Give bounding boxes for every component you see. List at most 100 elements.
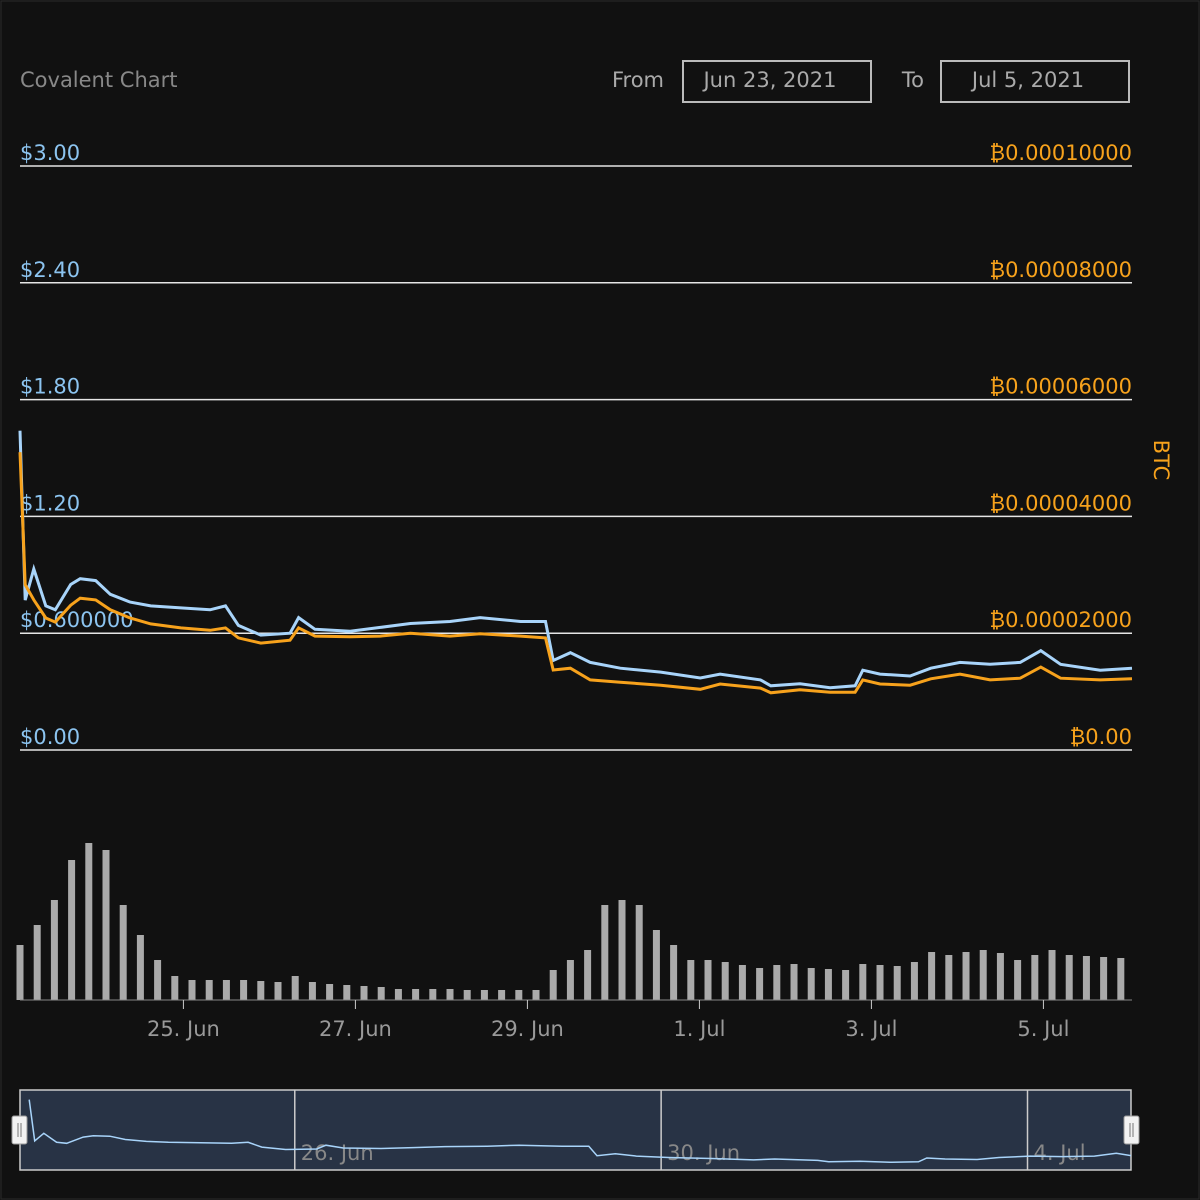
x-tick-label: 5. Jul bbox=[1017, 1017, 1069, 1041]
y2-tick-label: ₿0.00002000 bbox=[990, 608, 1132, 632]
navigator-line bbox=[28, 1099, 1131, 1164]
volume-bar bbox=[498, 990, 506, 1000]
y-tick-label: $3.00 bbox=[20, 141, 80, 165]
volume-bar bbox=[566, 960, 574, 1000]
y-tick-label: $0.00 bbox=[20, 725, 80, 749]
volume-bar bbox=[240, 980, 248, 1000]
volume-bar bbox=[876, 965, 884, 1000]
volume-bar bbox=[790, 964, 798, 1000]
y2-tick-label: ₿0.00 bbox=[1070, 725, 1132, 749]
volume-bar bbox=[1082, 956, 1090, 1000]
x-tick-label: 3. Jul bbox=[845, 1017, 897, 1041]
to-date[interactable]: Jul 5, 2021 bbox=[970, 68, 1084, 92]
volume-bar bbox=[360, 986, 368, 1000]
volume-bar bbox=[618, 900, 626, 1000]
volume-bar bbox=[549, 970, 557, 1000]
from-date[interactable]: Jun 23, 2021 bbox=[701, 68, 836, 92]
volume-bar bbox=[962, 952, 970, 1000]
volume-bar bbox=[1065, 955, 1073, 1000]
volume-bar bbox=[463, 990, 471, 1000]
volume-bar bbox=[343, 985, 351, 1000]
input-box[interactable] bbox=[940, 60, 1130, 103]
volume-bar bbox=[33, 925, 41, 1000]
x-tick-label: 27. Jun bbox=[319, 1017, 392, 1041]
volume-bar bbox=[704, 960, 712, 1000]
y-tick-label: $1.20 bbox=[20, 491, 80, 515]
volume-bar bbox=[188, 980, 196, 1000]
volume-bar bbox=[274, 982, 282, 1000]
volume-bar bbox=[136, 935, 144, 1000]
y2-tick-label: ₿0.00010000 bbox=[990, 141, 1132, 165]
volume-bar bbox=[394, 989, 402, 1000]
volume-bar bbox=[773, 965, 781, 1000]
volume-bar bbox=[1031, 955, 1039, 1000]
line-series bbox=[18, 452, 1133, 695]
y2-tick-label: ₿0.00006000 bbox=[990, 375, 1132, 399]
volume-bar bbox=[291, 976, 299, 1000]
navigator-tick-label: 4. Jul bbox=[1034, 1141, 1086, 1165]
volume-bar bbox=[807, 968, 815, 1000]
chart-title: Covalent Chart bbox=[20, 68, 178, 92]
y2-tick-label: ₿0.00008000 bbox=[990, 258, 1132, 282]
handle-body[interactable] bbox=[1123, 1115, 1140, 1145]
navigator-content: 26. Jun 30. Jun 4. Jul bbox=[28, 1090, 1131, 1170]
volume-bar bbox=[377, 987, 385, 1000]
volume-bar bbox=[859, 964, 867, 1000]
volume-bar bbox=[480, 990, 488, 1000]
volume-bar bbox=[635, 905, 643, 1000]
volume-bar bbox=[979, 950, 987, 1000]
volume-bar bbox=[515, 990, 523, 1000]
x-tick-label: 25. Jun bbox=[147, 1017, 220, 1041]
volume-bar bbox=[326, 984, 334, 1000]
volume-bar bbox=[119, 905, 127, 1000]
y-tick-label: $2.40 bbox=[20, 258, 80, 282]
volume-bar bbox=[893, 966, 901, 1000]
volume-bar bbox=[222, 980, 230, 1000]
volume-bar bbox=[584, 950, 592, 1000]
volume-bar bbox=[910, 962, 918, 1000]
y2-tick-label: ₿0.00004000 bbox=[990, 491, 1132, 515]
volume-bar bbox=[1117, 958, 1125, 1000]
navigator[interactable] bbox=[19, 1089, 1132, 1171]
volume-bar bbox=[171, 976, 179, 1000]
volume-bar bbox=[446, 989, 454, 1000]
navigator-handle[interactable] bbox=[11, 1115, 28, 1145]
volume-bar bbox=[85, 843, 93, 1000]
from-label: From bbox=[612, 68, 664, 92]
x-tick-label: 1. Jul bbox=[673, 1017, 725, 1041]
volume-bar bbox=[429, 989, 437, 1000]
volume-bar bbox=[756, 968, 764, 1000]
volume-bar bbox=[670, 945, 678, 1000]
volume-bar bbox=[687, 960, 695, 1000]
volume-bar bbox=[842, 970, 850, 1000]
volume-bar bbox=[308, 982, 316, 1000]
volume-bar bbox=[721, 962, 729, 1000]
navigator-tick-label: 30. Jun bbox=[667, 1141, 740, 1165]
volume-bar bbox=[1100, 957, 1108, 1000]
from-input[interactable]: Jun 23, 2021 bbox=[682, 60, 872, 103]
handle-body[interactable] bbox=[11, 1115, 28, 1145]
volume-bar bbox=[1048, 950, 1056, 1000]
to-input[interactable]: Jul 5, 2021 bbox=[940, 60, 1130, 103]
volume-bar bbox=[945, 955, 953, 1000]
x-tick-label: 29. Jun bbox=[491, 1017, 564, 1041]
line-series bbox=[18, 430, 1133, 690]
y2-axis-title: BTC bbox=[1149, 440, 1173, 481]
volume-bar bbox=[16, 945, 24, 1000]
input-box[interactable] bbox=[682, 60, 872, 103]
volume-bar bbox=[928, 952, 936, 1000]
volume-bar bbox=[154, 960, 162, 1000]
navigator-handle[interactable] bbox=[1123, 1115, 1140, 1145]
volume-bar bbox=[824, 969, 832, 1000]
volume-bar bbox=[996, 953, 1004, 1000]
volume-bar bbox=[652, 930, 660, 1000]
navigator-tick-label: 26. Jun bbox=[301, 1141, 374, 1165]
volume-bar bbox=[532, 990, 540, 1000]
volume-bar bbox=[738, 965, 746, 1000]
volume-bar bbox=[601, 905, 609, 1000]
volume-bar bbox=[50, 900, 58, 1000]
volume-bar bbox=[257, 981, 265, 1000]
y-tick-label: $1.80 bbox=[20, 375, 80, 399]
volume-bar bbox=[412, 989, 420, 1000]
